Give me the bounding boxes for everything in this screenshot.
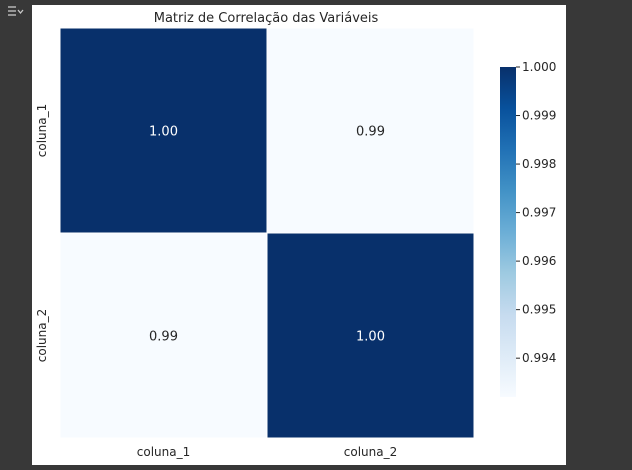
y-tick-label: coluna_1 xyxy=(35,104,49,157)
x-tick-label: coluna_2 xyxy=(344,445,397,459)
colorbar-tick-label: 1.000 xyxy=(522,60,556,74)
colorbar xyxy=(500,67,516,397)
colorbar-ticks: 1.000 0.999 0.998 0.997 0.996 0.995 0.994 xyxy=(516,60,556,365)
heatmap-cell xyxy=(59,27,268,234)
collapse-output-icon[interactable] xyxy=(6,4,24,18)
correlation-heatmap: Matriz de Correlação das Variáveis 1.00 0… xyxy=(35,11,556,459)
x-tick-label: coluna_1 xyxy=(137,445,190,459)
colorbar-tick-label: 0.997 xyxy=(522,206,556,220)
colorbar-tick-label: 0.998 xyxy=(522,157,556,171)
heatmap-cells xyxy=(59,27,475,439)
heatmap-cell xyxy=(266,27,475,234)
heatmap-cell-value: 1.00 xyxy=(356,330,385,345)
cell-output: Matriz de Correlação das Variáveis 1.00 0… xyxy=(32,5,566,465)
heatmap-cell xyxy=(59,232,268,439)
heatmap-cell xyxy=(266,232,475,439)
y-tick-label: coluna_2 xyxy=(35,309,49,362)
heatmap-annotations: 1.00 0.99 0.99 1.00 xyxy=(149,125,385,345)
chart-title: Matriz de Correlação das Variáveis xyxy=(154,11,379,26)
colorbar-tick-label: 0.999 xyxy=(522,109,556,123)
heatmap-cell-value: 1.00 xyxy=(149,125,178,140)
heatmap-cell-value: 0.99 xyxy=(356,125,385,140)
x-axis-labels: coluna_1 coluna_2 xyxy=(137,445,397,459)
y-axis-labels: coluna_1 coluna_2 xyxy=(35,104,49,362)
colorbar-tick-label: 0.994 xyxy=(522,351,556,365)
heatmap-cell-value: 0.99 xyxy=(149,330,178,345)
colorbar-tick-label: 0.995 xyxy=(522,303,556,317)
colorbar-tick-label: 0.996 xyxy=(522,254,556,268)
